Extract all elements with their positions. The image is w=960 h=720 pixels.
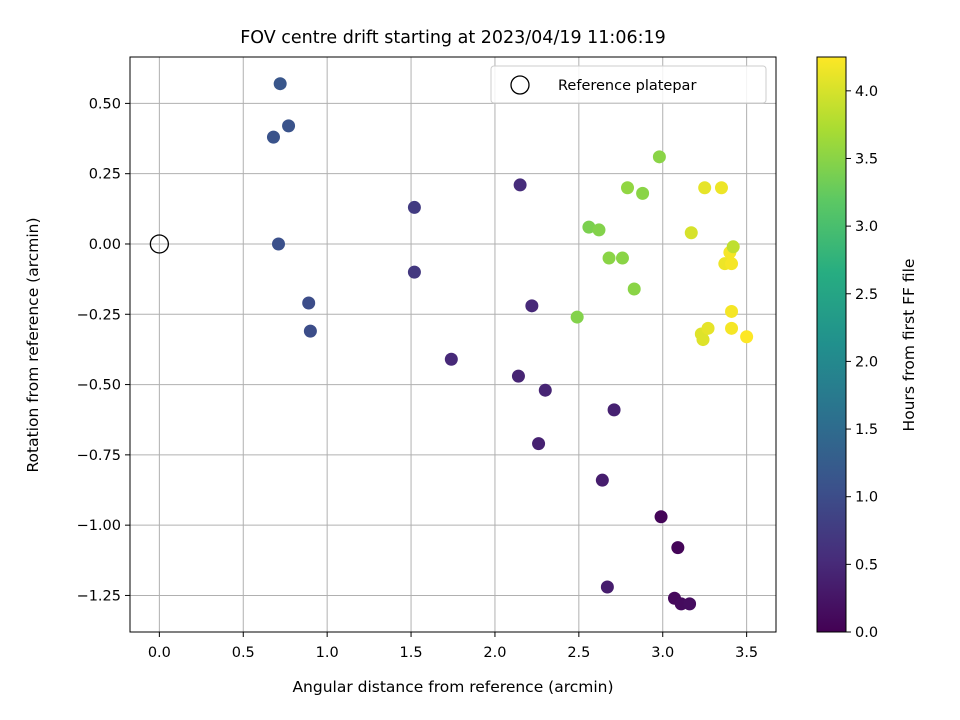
x-tick-label: 2.0 [483, 645, 506, 661]
colorbar-tick-label: 1.0 [855, 490, 878, 506]
data-point [538, 383, 552, 397]
y-axis: 0.50 0.25 0.00 −0.25 −0.50 −0.75 −1.00 −1.25 [77, 96, 130, 604]
colorbar-tick-label: 2.5 [855, 287, 878, 303]
data-point [698, 181, 712, 195]
y-tick-label: −0.25 [77, 307, 121, 323]
y-tick-label: −1.00 [77, 518, 121, 534]
colorbar-gradient [816, 56, 847, 633]
colorbar-tick-label: 3.0 [855, 219, 878, 235]
data-point [266, 130, 280, 144]
data-point [652, 150, 666, 164]
colorbar-tick-label: 4.0 [855, 84, 878, 100]
data-point [725, 321, 739, 335]
y-tick-label: 0.25 [89, 167, 121, 183]
reference-platepar-marker [149, 234, 170, 254]
legend-box [490, 65, 767, 104]
y-tick-label: −0.50 [77, 378, 121, 394]
data-point [615, 251, 629, 265]
plot-frame [129, 56, 777, 633]
data-point [302, 296, 316, 310]
data-point [303, 324, 317, 338]
legend-hollow-circle-icon [510, 75, 530, 95]
data-point [636, 186, 650, 200]
y-tick-label: −1.25 [77, 588, 121, 604]
y-tick-label: 0.00 [89, 237, 121, 253]
y-tick-label: 0.50 [89, 96, 121, 112]
data-point [532, 437, 546, 451]
colorbar-tick-label: 0.5 [855, 557, 878, 573]
colorbar-label: Hours from first FF file [900, 259, 918, 432]
data-point [511, 369, 525, 383]
data-point [600, 580, 614, 594]
data-point [271, 237, 285, 251]
data-point [726, 240, 740, 254]
data-point [273, 77, 287, 91]
data-point [602, 251, 616, 265]
data-point [654, 510, 668, 524]
colorbar-tick-label: 2.0 [855, 354, 878, 370]
legend: Reference platepar [490, 65, 767, 104]
colorbar-tick-label: 0.0 [855, 625, 878, 641]
x-tick-label: 0.0 [148, 645, 171, 661]
data-point [740, 330, 754, 344]
data-point [725, 304, 739, 318]
data-point [407, 265, 421, 279]
x-axis: 0.0 0.5 1.0 1.5 2.0 2.5 3.0 3.5 [148, 632, 758, 661]
legend-label: Reference platepar [558, 78, 696, 94]
data-points [266, 77, 754, 611]
y-tick-label: −0.75 [77, 448, 121, 464]
data-point [570, 310, 584, 324]
data-point [513, 178, 527, 192]
data-point [696, 333, 710, 347]
x-tick-label: 2.5 [567, 645, 590, 661]
data-point [621, 181, 635, 195]
data-point [671, 541, 685, 555]
colorbar: 0.0 0.5 1.0 1.5 2.0 2.5 3.0 3.5 4.0 Hours from f… [816, 56, 918, 641]
grid-lines [130, 57, 776, 632]
colorbar-tick-label: 1.5 [855, 422, 878, 438]
data-point [683, 597, 697, 611]
x-tick-label: 1.5 [400, 645, 423, 661]
data-point [582, 220, 596, 234]
data-point [282, 119, 296, 133]
data-point [684, 226, 698, 240]
data-point [444, 352, 458, 366]
data-point [525, 299, 539, 313]
data-point [595, 473, 609, 487]
plot-area: 0.0 0.5 1.0 1.5 2.0 2.5 3.0 3.5 0.50 0.25 0.00 −0.… [77, 56, 777, 661]
x-tick-label: 1.0 [316, 645, 339, 661]
data-point [407, 200, 421, 214]
data-point [627, 282, 641, 296]
data-point [592, 223, 606, 237]
x-axis-label: Angular distance from reference (arcmin) [292, 678, 613, 696]
data-point [725, 257, 739, 271]
y-axis-label: Rotation from reference (arcmin) [24, 217, 42, 472]
x-tick-label: 3.5 [735, 645, 758, 661]
colorbar-tick-label: 3.5 [855, 151, 878, 167]
chart-title: FOV centre drift starting at 2023/04/19 … [240, 28, 666, 48]
data-point [607, 403, 621, 417]
x-tick-label: 0.5 [232, 645, 255, 661]
colorbar-axis: 0.0 0.5 1.0 1.5 2.0 2.5 3.0 3.5 4.0 [846, 84, 878, 641]
data-point [701, 321, 715, 335]
data-point [714, 181, 728, 195]
x-tick-label: 3.0 [651, 645, 674, 661]
